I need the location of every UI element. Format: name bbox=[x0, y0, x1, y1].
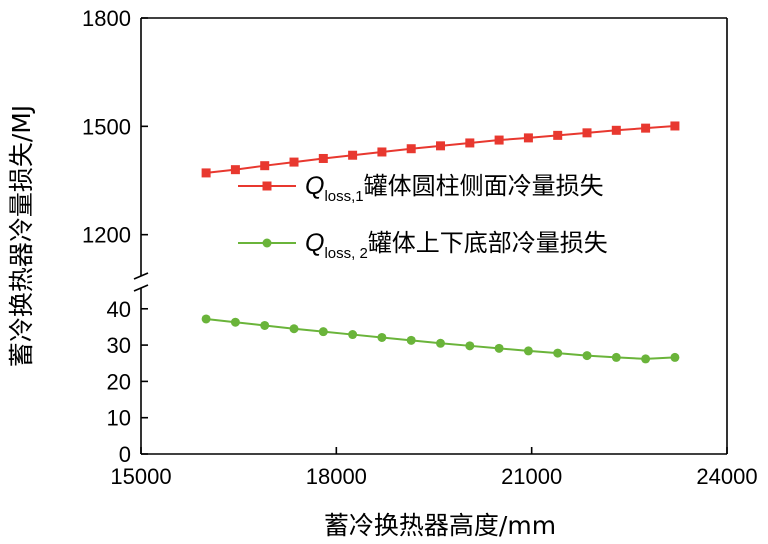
data-point-2 bbox=[670, 352, 680, 362]
x-tick-label: 24000 bbox=[696, 464, 757, 489]
legend-subscript: loss, 2 bbox=[324, 245, 367, 262]
legend-description: 罐体上下底部冷量损失 bbox=[368, 229, 608, 257]
data-point-1 bbox=[260, 161, 270, 171]
data-point-2 bbox=[318, 327, 328, 337]
y-upper-tick-label: 1800 bbox=[82, 6, 131, 31]
data-point-2 bbox=[553, 348, 563, 358]
legend-marker-2 bbox=[262, 238, 272, 248]
legend-label-2: Qloss, 2罐体上下底部冷量损失 bbox=[305, 229, 608, 262]
data-point-2 bbox=[289, 324, 299, 334]
data-point-1 bbox=[318, 153, 328, 163]
data-point-2 bbox=[641, 354, 651, 364]
data-point-2 bbox=[406, 335, 416, 345]
x-tick-label: 21000 bbox=[501, 464, 562, 489]
y-lower-tick-label: 20 bbox=[107, 369, 131, 394]
data-point-1 bbox=[465, 138, 475, 148]
tick-labels: 15000 18000 21000 2400012001500180001020304… bbox=[82, 6, 758, 489]
legend-label-1: Qloss,1罐体圆柱侧面冷量损失 bbox=[305, 172, 604, 205]
data-point-1 bbox=[406, 144, 416, 154]
y-upper-tick-label: 1500 bbox=[82, 114, 131, 139]
axis-break-mark bbox=[133, 284, 149, 292]
data-point-1 bbox=[289, 157, 299, 167]
data-point-1 bbox=[641, 123, 651, 133]
y-lower-tick-label: 0 bbox=[119, 442, 131, 467]
axis-break-mark bbox=[133, 272, 149, 280]
data-point-1 bbox=[553, 130, 563, 140]
data-point-1 bbox=[230, 165, 240, 175]
data-point-1 bbox=[523, 133, 533, 143]
data-point-2 bbox=[377, 332, 387, 342]
data-point-2 bbox=[494, 343, 504, 353]
y-axis-title: 蓄冷换热器冷量损失/MJ bbox=[7, 105, 36, 367]
data-point-1 bbox=[348, 150, 358, 160]
data-point-2 bbox=[201, 314, 211, 324]
legend-symbol: Q bbox=[305, 229, 324, 257]
legend-description: 罐体圆柱侧面冷量损失 bbox=[364, 172, 604, 200]
data-point-2 bbox=[348, 330, 358, 340]
data-point-1 bbox=[582, 128, 592, 138]
data-point-1 bbox=[670, 121, 680, 131]
data-point-2 bbox=[611, 352, 621, 362]
y-lower-tick-label: 40 bbox=[107, 297, 131, 322]
y-lower-tick-label: 30 bbox=[107, 333, 131, 358]
data-point-2 bbox=[465, 341, 475, 351]
legend-marker-1 bbox=[262, 181, 272, 191]
data-point-1 bbox=[201, 168, 211, 178]
data-point-2 bbox=[260, 320, 270, 330]
y-upper-tick-label: 1200 bbox=[82, 223, 131, 248]
x-axis-title: 蓄冷换热器高度/mm bbox=[324, 511, 556, 540]
legend-subscript: loss,1 bbox=[324, 188, 363, 205]
series-layer bbox=[201, 121, 680, 364]
legend-symbol: Q bbox=[305, 172, 324, 200]
data-point-2 bbox=[230, 317, 240, 327]
y-lower-tick-label: 10 bbox=[107, 406, 131, 431]
data-point-2 bbox=[523, 346, 533, 356]
data-point-2 bbox=[582, 351, 592, 361]
data-point-1 bbox=[436, 141, 446, 151]
data-point-1 bbox=[611, 125, 621, 135]
x-tick-label: 15000 bbox=[110, 464, 171, 489]
x-tick-label: 18000 bbox=[306, 464, 367, 489]
data-point-1 bbox=[494, 135, 504, 145]
data-point-1 bbox=[377, 147, 387, 157]
axes bbox=[133, 17, 728, 455]
data-point-2 bbox=[436, 338, 446, 348]
